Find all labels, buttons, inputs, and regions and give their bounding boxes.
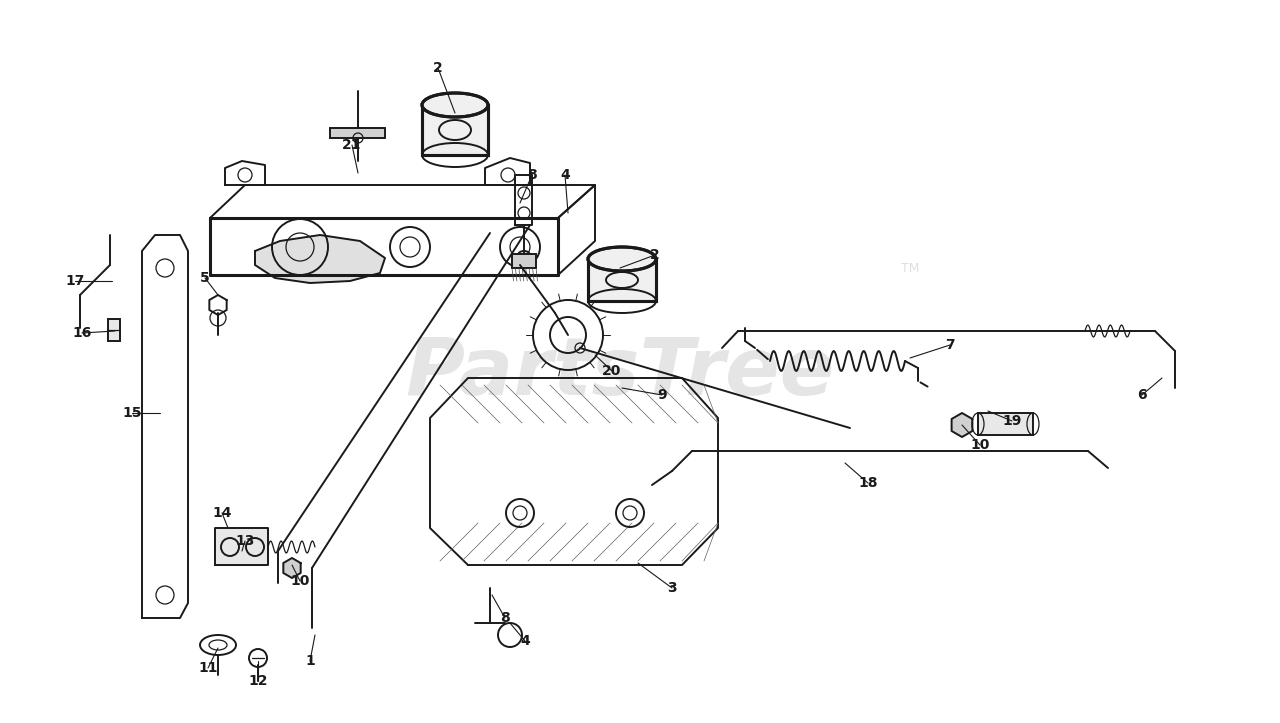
- Text: 4: 4: [520, 634, 530, 648]
- Text: 9: 9: [657, 388, 667, 402]
- Text: 5: 5: [200, 271, 210, 285]
- Text: 3: 3: [667, 581, 677, 595]
- Text: TM: TM: [901, 262, 919, 275]
- Text: PartsTree: PartsTree: [406, 334, 835, 412]
- Ellipse shape: [422, 93, 488, 117]
- Text: 10: 10: [970, 438, 989, 452]
- Text: 1: 1: [305, 654, 315, 668]
- Text: 11: 11: [198, 661, 218, 675]
- Text: 19: 19: [1002, 414, 1021, 428]
- Text: 4: 4: [561, 168, 570, 182]
- Text: 2: 2: [433, 61, 443, 75]
- Bar: [422, 105, 488, 155]
- Text: 12: 12: [248, 674, 268, 688]
- Text: 6: 6: [1137, 388, 1147, 402]
- Polygon shape: [951, 413, 973, 437]
- Text: 2: 2: [650, 248, 660, 262]
- Text: 20: 20: [603, 364, 622, 378]
- Bar: [422, 105, 488, 155]
- Polygon shape: [215, 528, 268, 565]
- Text: 8: 8: [527, 168, 536, 182]
- Polygon shape: [255, 235, 385, 283]
- Text: 17: 17: [65, 274, 84, 288]
- Ellipse shape: [588, 247, 657, 271]
- Text: 16: 16: [72, 326, 92, 340]
- Text: 10: 10: [291, 574, 310, 588]
- Bar: [588, 259, 657, 301]
- Text: 18: 18: [859, 476, 878, 490]
- Text: 15: 15: [123, 406, 142, 420]
- Bar: [330, 128, 385, 138]
- Text: 13: 13: [236, 534, 255, 548]
- Bar: [512, 254, 536, 268]
- Text: 8: 8: [500, 611, 509, 625]
- Text: 14: 14: [212, 506, 232, 520]
- Bar: [108, 319, 120, 341]
- Bar: [588, 259, 657, 301]
- Text: 7: 7: [945, 338, 955, 352]
- Text: 21: 21: [342, 138, 362, 152]
- Polygon shape: [283, 558, 301, 578]
- Bar: [978, 413, 1033, 435]
